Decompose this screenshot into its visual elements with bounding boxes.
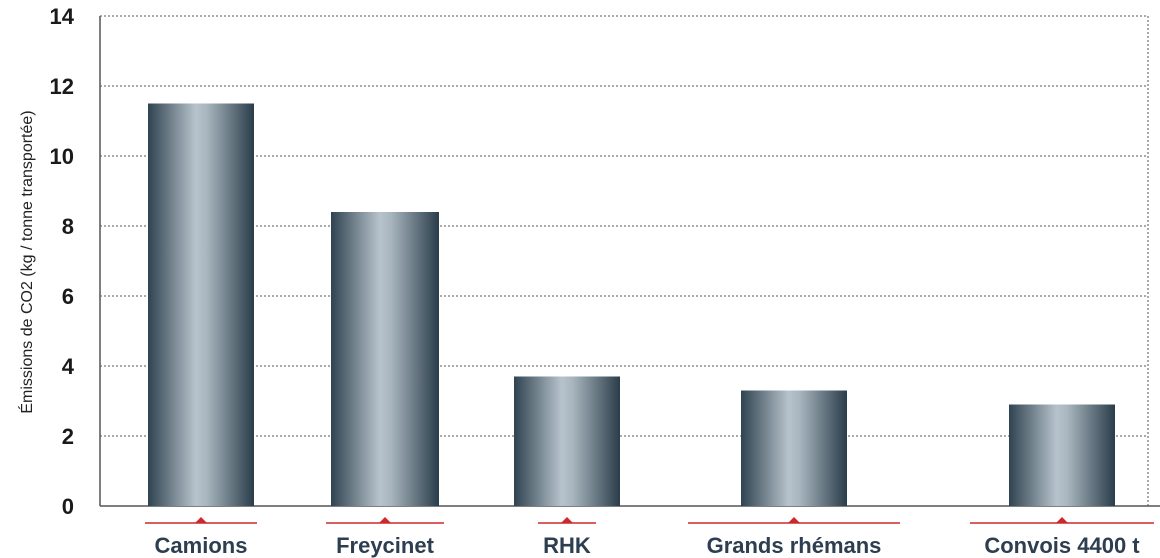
y-tick-label: 12 [50, 74, 74, 99]
bar [331, 212, 439, 506]
y-tick-label: 6 [62, 284, 74, 309]
category-markers [145, 517, 1154, 524]
bar [1009, 404, 1115, 506]
y-tick-label: 10 [50, 144, 74, 169]
y-tick-label: 14 [50, 4, 75, 29]
y-tick-label: 0 [62, 494, 74, 519]
bar [741, 390, 847, 506]
bar [148, 103, 254, 506]
x-tick-label: Grands rhémans [707, 533, 882, 558]
category-marker-triangle [788, 517, 800, 523]
category-marker-triangle [379, 517, 391, 523]
category-marker-triangle [561, 517, 573, 523]
y-tick-label: 8 [62, 214, 74, 239]
bars [148, 103, 1115, 506]
x-axis-tick-labels: Camions Freycinet RHK Grands rhémans Convois… [155, 533, 1141, 558]
y-axis-tick-labels: 0 2 4 6 8 10 12 14 [50, 4, 75, 519]
category-marker-triangle [1056, 517, 1068, 523]
x-tick-label: Freycinet [336, 533, 434, 558]
x-tick-label: Camions [155, 533, 248, 558]
x-tick-label: RHK [543, 533, 591, 558]
category-marker-triangle [195, 517, 207, 523]
y-tick-label: 2 [62, 424, 74, 449]
bar [514, 376, 620, 506]
y-tick-label: 4 [62, 354, 75, 379]
gridlines [99, 15, 1160, 507]
x-tick-label: Convois 4400 t [984, 533, 1140, 558]
y-axis-title: Émissions de CO2 (kg / tonne transportée… [17, 110, 36, 413]
